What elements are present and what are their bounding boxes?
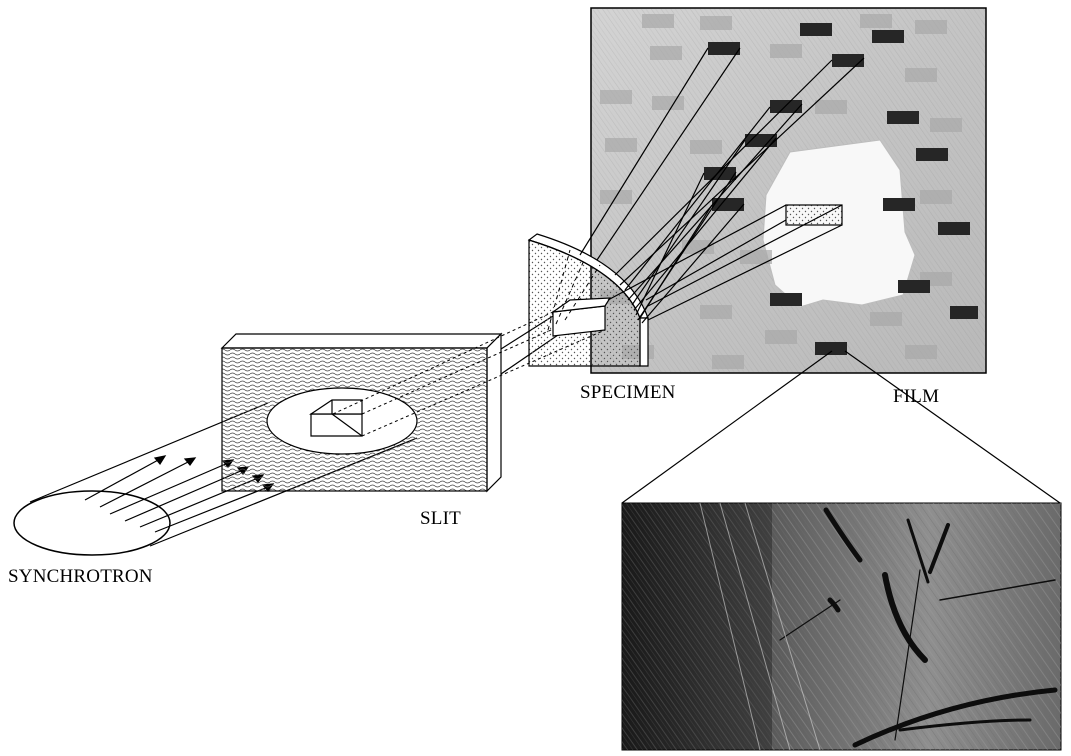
film-topograph-spots	[704, 23, 978, 355]
specimen-crystal	[527, 233, 649, 367]
specimen-beam-volume	[552, 297, 612, 337]
slit-label: SLIT	[420, 508, 461, 529]
transmitted-beam-box	[607, 204, 843, 307]
zoom-inset	[621, 350, 1062, 751]
synchrotron-label: SYNCHROTRON	[8, 566, 153, 587]
diffracted-beams	[579, 47, 865, 324]
film-label: FILM	[893, 386, 940, 407]
zoom-line-left	[621, 350, 833, 504]
zoom-defect-lines	[779, 507, 1058, 748]
specimen-label: SPECIMEN	[580, 382, 676, 403]
slit-opening-box	[309, 399, 363, 437]
zoom-line-right	[844, 350, 1061, 504]
synchrotron-source	[13, 490, 171, 556]
slit-block	[220, 332, 503, 493]
film-plate	[590, 7, 987, 374]
